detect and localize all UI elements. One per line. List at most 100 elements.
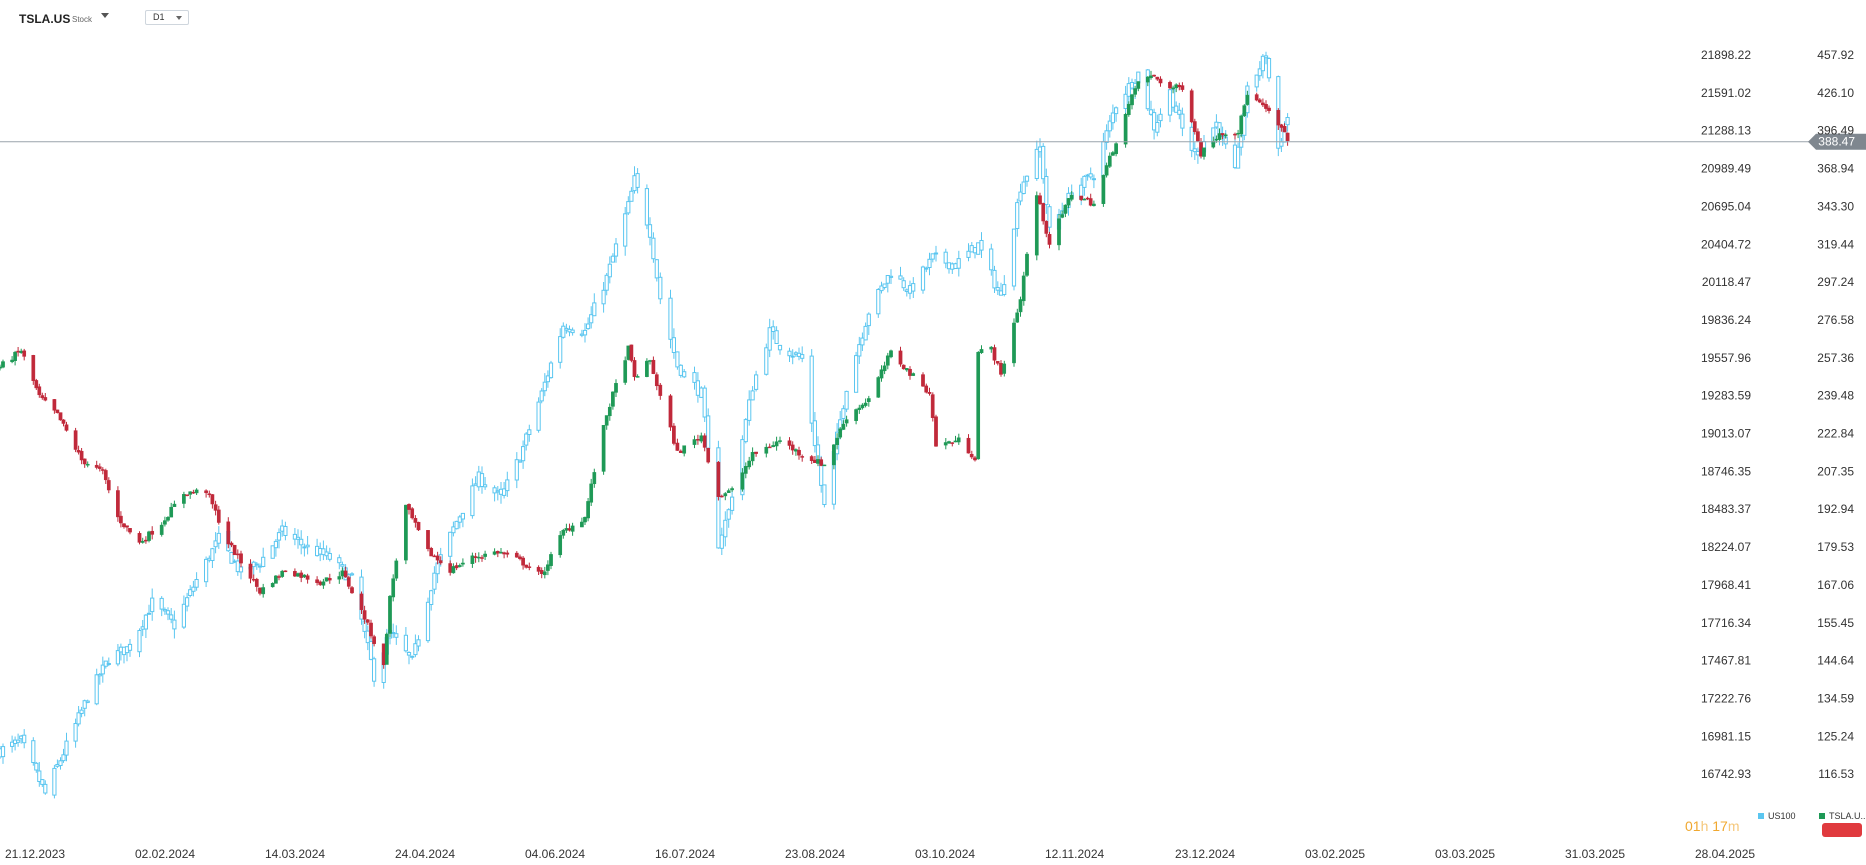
y-tick-label-left: 20118.47 — [1702, 275, 1751, 289]
tsla-candle — [52, 399, 57, 414]
us100-candle — [879, 281, 884, 294]
us100-candle — [1254, 74, 1259, 92]
tsla-candle — [94, 460, 99, 470]
candle-countdown-timer: 01h 17m — [1685, 818, 1740, 834]
y-tick-label-right: 134.59 — [1817, 692, 1854, 706]
tsla-candle — [774, 436, 779, 451]
us100-candle — [774, 326, 779, 345]
us100-candle — [1088, 167, 1093, 180]
tsla-candle — [1130, 93, 1134, 110]
x-tick-label: 16.07.2024 — [655, 847, 715, 861]
us100-candle — [777, 344, 783, 355]
tsla-candle — [995, 361, 1000, 366]
us100-candle — [706, 408, 711, 449]
us100-candle — [115, 644, 121, 667]
tsla-candle — [502, 551, 506, 559]
symbol-name[interactable]: TSLA.US — [19, 12, 71, 26]
tsla-candle — [750, 447, 755, 466]
tsla-candle — [270, 582, 275, 588]
us100-candle — [675, 351, 680, 370]
tsla-candle — [232, 544, 237, 556]
us100-candle — [460, 512, 465, 528]
timer-minutes: 17 — [1712, 818, 1728, 834]
tsla-candle — [79, 448, 84, 465]
tsla-candle — [767, 443, 772, 449]
us100-candle — [950, 262, 955, 274]
us100-candle — [1236, 142, 1241, 169]
us100-candle — [1114, 106, 1119, 122]
us100-candle — [143, 614, 149, 638]
tsla-candle — [514, 551, 519, 558]
y-tick-label-right: 144.64 — [1817, 654, 1854, 668]
tsla-candle — [947, 440, 951, 444]
tsla-candle — [299, 570, 304, 583]
tsla-candle — [343, 566, 348, 578]
tsla-candle — [274, 575, 278, 584]
y-tick-label-right: 276.58 — [1817, 313, 1854, 327]
us100-candle — [457, 514, 462, 529]
y-tick-label-left: 20695.04 — [1701, 199, 1751, 213]
tsla-candle — [58, 412, 63, 421]
tsla-candle — [448, 560, 453, 576]
tsla-candle — [122, 523, 126, 529]
timer-minutes-unit: m — [1727, 818, 1740, 834]
tsla-candle — [1018, 296, 1023, 317]
timeframe-select[interactable]: D1 — [145, 10, 189, 25]
us100-candle — [1041, 143, 1046, 184]
tsla-candle — [1092, 200, 1096, 207]
x-axis: 21.12.2023 02.02.2024 14.03.2024 24.04.2024… — [5, 847, 1755, 861]
us100-candle — [16, 733, 21, 747]
us100-candle — [604, 273, 609, 296]
chart-toolbar: TSLA.US Stock D1 — [0, 0, 600, 36]
us100-candle — [283, 521, 288, 541]
tsla-candle — [163, 516, 167, 527]
tsla-candle — [790, 441, 795, 455]
tsla-candle — [1233, 132, 1237, 140]
tsla-candle — [668, 394, 673, 431]
tsla-candle — [40, 392, 45, 400]
us100-candle — [623, 207, 628, 256]
alert-badge[interactable] — [1822, 823, 1862, 837]
y-tick-label-right: 239.48 — [1817, 389, 1854, 403]
symbol-dropdown-icon[interactable] — [101, 13, 109, 18]
tsla-candle — [726, 488, 731, 493]
legend-item-tsla[interactable]: TSLA.U.. — [1819, 811, 1866, 821]
us100-candle — [204, 556, 209, 587]
us100-candle — [754, 370, 759, 392]
tsla-candle — [658, 383, 663, 400]
tsla-candle — [819, 457, 824, 467]
tsla-candle — [55, 409, 60, 414]
tsla-candle — [381, 643, 386, 669]
us100-candle — [1034, 140, 1039, 181]
tsla-candle — [73, 427, 78, 453]
tsla-candle — [125, 525, 129, 532]
y-tick-label-left: 18224.07 — [1701, 540, 1751, 554]
tsla-candle — [435, 551, 440, 565]
tsla-candle — [898, 346, 903, 367]
us100-candle — [992, 265, 997, 293]
y-tick-label-left: 20404.72 — [1701, 237, 1751, 251]
tsla-candle — [337, 571, 342, 584]
y-tick-label-right: 222.84 — [1817, 427, 1854, 441]
us100-candle — [483, 477, 488, 490]
us100-candle — [413, 634, 418, 658]
us100-candle — [558, 328, 563, 369]
tsla-candle — [623, 356, 628, 385]
us100-candle — [254, 562, 259, 570]
tsla-candle — [879, 365, 884, 382]
tsla-candle — [407, 503, 411, 515]
tsla-candle — [188, 491, 193, 499]
tsla-candle — [413, 515, 418, 528]
tsla-candle — [1133, 85, 1137, 97]
legend-swatch-us100 — [1758, 813, 1764, 819]
us100-candle — [1123, 85, 1128, 116]
legend-item-us100[interactable]: US100 — [1758, 811, 1796, 821]
us100-candle — [172, 610, 177, 639]
tsla-candle — [1217, 128, 1222, 141]
tsla-candle — [1107, 152, 1112, 168]
tsla-candle — [1239, 114, 1244, 138]
y-tick-label-right: 396.49 — [1817, 124, 1854, 138]
tsla-candle — [1104, 162, 1109, 178]
y-tick-label-left: 18746.35 — [1701, 464, 1751, 478]
